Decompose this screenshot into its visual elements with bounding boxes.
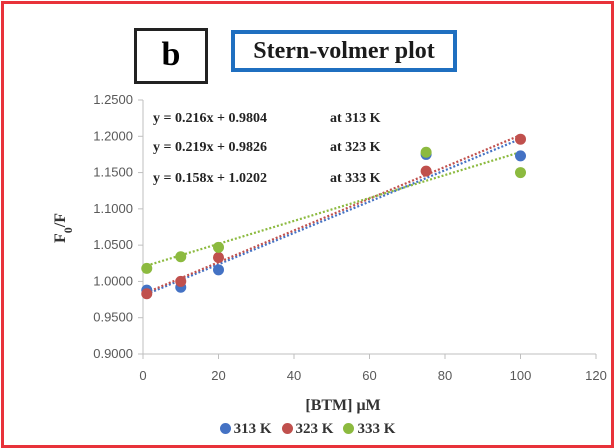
x-tick-label: 40 <box>287 368 301 383</box>
y-tick-label: 1.2500 <box>93 92 133 107</box>
legend-label: 323 K <box>295 421 334 437</box>
y-tick-label: 0.9500 <box>93 310 133 325</box>
data-point-323k <box>420 165 432 177</box>
y-tick-label: 1.0500 <box>93 237 133 252</box>
legend-marker <box>343 423 355 434</box>
legend-item: 333 K <box>343 421 395 438</box>
chart-title: Stern-volmer plot <box>231 30 457 72</box>
x-tick-label: 80 <box>438 368 452 383</box>
x-axis-title: [BTM] μM <box>305 397 380 414</box>
trendline-equation: y = 0.216x + 0.9804 <box>153 111 267 126</box>
data-point-323k <box>213 251 224 263</box>
data-point-333k <box>175 251 187 263</box>
legend-marker <box>281 423 293 434</box>
data-point-313k <box>213 264 224 276</box>
data-point-333k <box>141 262 153 274</box>
legend-label: 333 K <box>357 421 396 437</box>
data-point-323k <box>141 288 153 300</box>
equation-temperature: at 333 K <box>330 171 381 186</box>
legend-item: 313 K <box>219 421 272 438</box>
trendline-equation: y = 0.158x + 1.0202 <box>153 171 267 186</box>
data-point-323k <box>175 275 187 287</box>
legend-marker <box>219 423 231 434</box>
legend: 313 K 323 K 333 K <box>0 421 615 438</box>
y-tick-label: 1.1000 <box>93 201 133 216</box>
trendline-333k <box>142 151 521 268</box>
trendline-323k <box>142 134 521 296</box>
data-point-333k <box>213 241 224 253</box>
x-tick-label: 60 <box>362 368 376 383</box>
y-axis-title: F0/F <box>52 213 75 243</box>
data-point-333k <box>515 167 526 179</box>
x-tick-label: 0 <box>139 368 146 383</box>
equation-temperature: at 313 K <box>330 111 381 126</box>
data-point-333k <box>420 146 432 158</box>
y-tick-label: 1.0000 <box>93 273 133 288</box>
x-tick-label: 100 <box>510 368 532 383</box>
y-tick-label: 1.1500 <box>93 165 133 180</box>
data-point-313k <box>515 150 526 162</box>
x-tick-label: 120 <box>585 368 607 383</box>
data-point-323k <box>515 133 526 145</box>
legend-label: 313 K <box>233 421 272 437</box>
y-tick-label: 1.2000 <box>93 128 133 143</box>
trendline-313k <box>142 137 521 297</box>
x-tick-label: 20 <box>211 368 225 383</box>
y-tick-label: 0.9000 <box>93 346 133 361</box>
panel-label: b <box>134 28 208 84</box>
legend-item: 323 K <box>281 421 334 438</box>
equation-temperature: at 323 K <box>330 140 381 155</box>
trendline-equation: y = 0.219x + 0.9826 <box>153 140 267 155</box>
